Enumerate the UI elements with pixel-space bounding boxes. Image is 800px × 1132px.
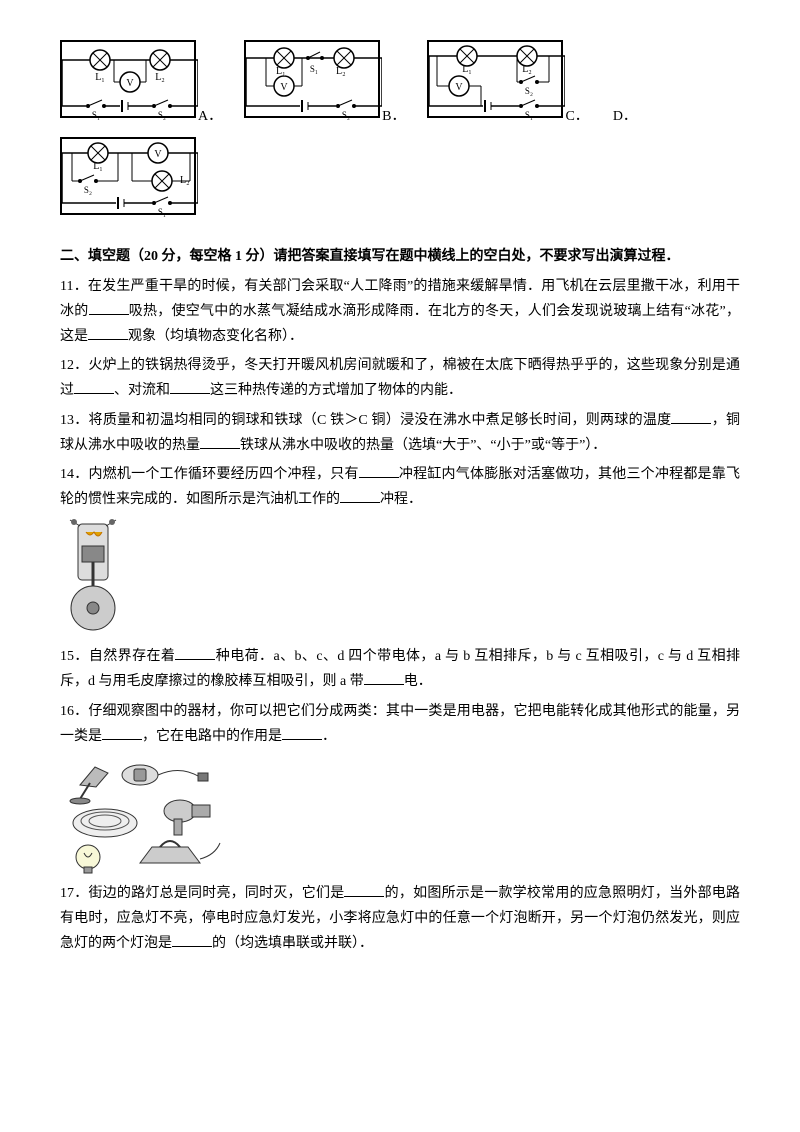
question-15: 15．自然界存在着种电荷．a、b、c、d 四个带电体，a 与 b 互相排斥，b … — [60, 644, 740, 694]
appliances-figure — [60, 755, 230, 875]
q14-post: 冲程． — [380, 492, 422, 507]
q13-post: 铁球从沸水中吸收的热量（选填“大于”、“小于”或“等于”）． — [240, 438, 606, 453]
q12-mid: 、对流和 — [114, 383, 170, 398]
q11-blank-2 — [88, 325, 128, 340]
q11-post: 观象（均填物态变化名称）． — [128, 329, 303, 344]
svg-text:L₁: L₁ — [463, 64, 473, 75]
q17-blank-1 — [344, 882, 384, 897]
svg-text:S₂: S₂ — [158, 110, 166, 120]
option-c-label: C． — [565, 104, 588, 129]
q17-post: 的（均选填串联或并联）． — [212, 936, 373, 951]
q14-pre: 14．内燃机一个工作循环要经历四个冲程，只有 — [60, 467, 359, 482]
option-c-group: L₁ L₂ V S₂ — [427, 40, 563, 129]
svg-text:L₁: L₁ — [93, 161, 103, 172]
option-d-group: V L₁ L₂ S₂ — [60, 137, 196, 226]
circuit-c: L₁ L₂ V S₂ — [427, 40, 563, 118]
q11-blank-1 — [89, 300, 129, 315]
q12-blank-2 — [170, 379, 210, 394]
svg-text:V: V — [456, 82, 464, 93]
q15-pre: 15．自然界存在着 — [60, 649, 175, 664]
svg-text:S₁: S₁ — [310, 64, 318, 74]
option-b-group: S₁ V S₂ . L₁ L₂ — [244, 40, 380, 129]
svg-text:V: V — [154, 149, 162, 160]
q13-pre: 13．将质量和初温均相同的铜球和铁球（C 铁＞C 铜）浸没在沸水中煮足够长时间，… — [60, 413, 671, 428]
section-2-title: 二、填空题（20 分，每空格 1 分）请把答案直接填写在题中横线上的空白处，不要… — [60, 244, 740, 269]
q12-post: 这三种热传递的方式增加了物体的内能． — [210, 383, 462, 398]
q13-blank-1 — [671, 409, 711, 424]
q17-blank-2 — [172, 932, 212, 947]
svg-text:S₂: S₂ — [342, 110, 350, 120]
q15-blank-1 — [175, 645, 215, 660]
svg-text:L₁: L₁ — [95, 72, 105, 83]
q15-blank-2 — [364, 670, 404, 685]
question-11: 11．在发生严重干旱的时候，有关部门会采取“人工降雨”的措施来缓解旱情．用飞机在… — [60, 274, 740, 350]
circuit-a: V — [60, 40, 196, 118]
piston-figure — [60, 518, 130, 638]
q17-pre: 17．街边的路灯总是同时亮，同时灭，它们是 — [60, 886, 344, 901]
question-12: 12．火炉上的铁锅热得烫乎，冬天打开暖风机房间就暖和了，棉被在太底下晒得热乎乎的… — [60, 353, 740, 403]
q13-blank-2 — [200, 434, 240, 449]
options-row-1: V — [60, 40, 740, 129]
question-17: 17．街边的路灯总是同时亮，同时灭，它们是的，如图所示是一款学校常用的应急照明灯… — [60, 881, 740, 957]
question-13: 13．将质量和初温均相同的铜球和铁球（C 铁＞C 铜）浸没在沸水中煮足够长时间，… — [60, 408, 740, 458]
svg-text:L₂: L₂ — [155, 72, 165, 83]
q14-blank-2 — [340, 488, 380, 503]
q12-blank-1 — [74, 379, 114, 394]
option-a-label: A． — [198, 104, 222, 129]
q16-mid: ，它在电路中的作用是 — [142, 729, 282, 744]
svg-text:L₂: L₂ — [336, 66, 346, 77]
svg-text:S₁: S₁ — [525, 110, 533, 120]
svg-text:V: V — [281, 82, 289, 93]
svg-text:S₂: S₂ — [525, 86, 533, 96]
v-label: V — [126, 78, 134, 89]
svg-text:L₁: L₁ — [276, 66, 286, 77]
svg-text:L₂: L₂ — [523, 64, 533, 75]
svg-text:S₂: S₂ — [84, 185, 92, 195]
q16-blank-2 — [282, 725, 322, 740]
circuit-b: S₁ V S₂ . L₁ L₂ — [244, 40, 380, 118]
option-d-label: D． — [613, 104, 637, 129]
question-16: 16．仔细观察图中的器材，你可以把它们分成两类：其中一类是用电器，它把电能转化成… — [60, 699, 740, 749]
question-14: 14．内燃机一个工作循环要经历四个冲程，只有冲程缸内气体膨胀对活塞做功，其他三个… — [60, 462, 740, 512]
svg-text:S₁: S₁ — [158, 207, 166, 217]
q16-post: ． — [322, 729, 336, 744]
page: V — [0, 0, 800, 1132]
circuit-d: V L₁ L₂ S₂ — [60, 137, 196, 215]
q15-post: 电． — [404, 674, 432, 689]
option-b-label: B． — [382, 104, 405, 129]
q16-blank-1 — [102, 725, 142, 740]
option-a-group: V — [60, 40, 196, 129]
options-row-2: V L₁ L₂ S₂ — [60, 137, 740, 226]
svg-text:S₁: S₁ — [92, 110, 100, 120]
q14-blank-1 — [359, 463, 399, 478]
